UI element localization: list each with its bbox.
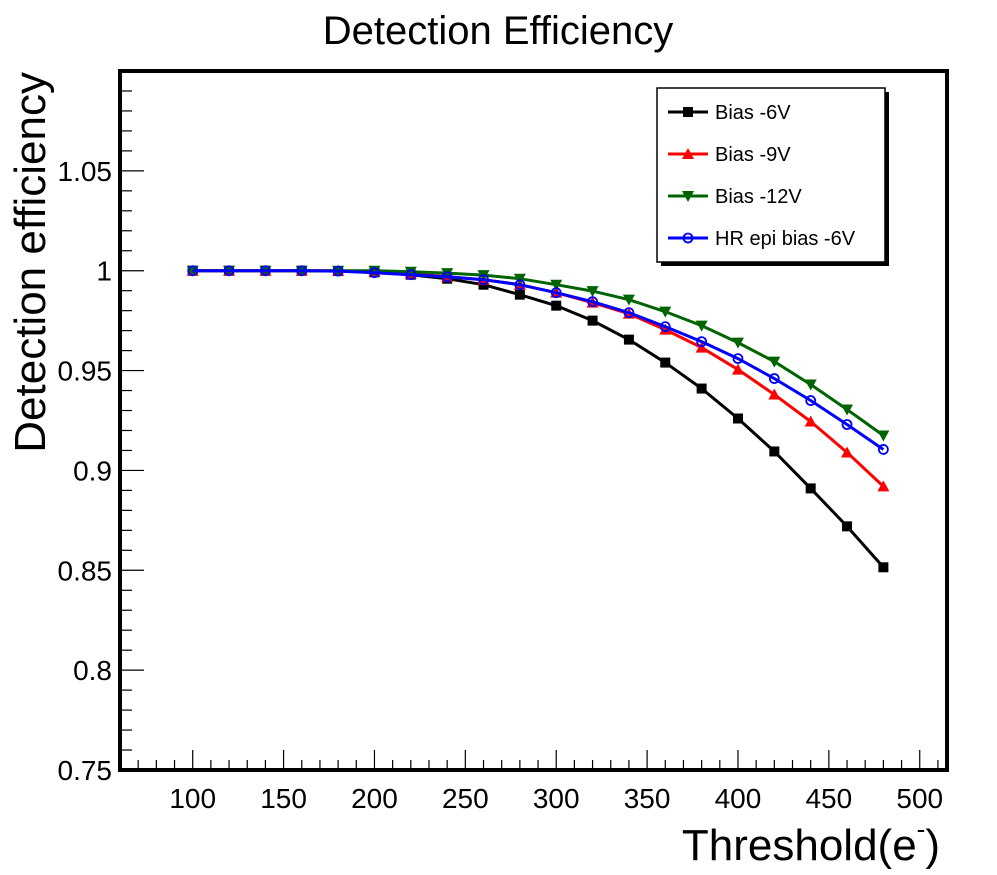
- x-tick-label: 300: [533, 783, 580, 814]
- series-line: [192, 269, 885, 437]
- series-line: [192, 269, 885, 569]
- x-tick-label: 250: [442, 783, 489, 814]
- data-point: [804, 379, 817, 391]
- data-point: [805, 395, 817, 406]
- y-tick-label: 0.8: [73, 655, 112, 686]
- y-axis: 0.75 0.8 0.85 0.9 0.95 1 1.05: [58, 70, 144, 786]
- data-point: [514, 279, 526, 291]
- data-point: [769, 446, 780, 457]
- data-point: [768, 356, 781, 368]
- x-tick-label: 350: [624, 783, 671, 814]
- x-axis: 100 150 200 250 300 350 400 450 500: [119, 750, 943, 814]
- legend-marker: [683, 107, 693, 117]
- x-axis-label-close: ): [925, 821, 940, 870]
- x-tick-label: 450: [805, 783, 852, 814]
- legend: Bias -6V Bias -9V Bias -12V HR epi bias -6V: [656, 87, 889, 266]
- legend-marker: [682, 191, 694, 202]
- data-point: [623, 307, 635, 319]
- data-point: [732, 413, 743, 424]
- data-point: [587, 296, 598, 308]
- legend-label: Bias -6V: [715, 102, 791, 124]
- data-point: [695, 320, 708, 332]
- data-point: [659, 321, 671, 333]
- data-point: [732, 353, 744, 364]
- data-point: [478, 274, 489, 286]
- data-point: [841, 404, 854, 416]
- data-point: [587, 315, 598, 326]
- data-point: [586, 286, 599, 298]
- data-point: [804, 415, 817, 427]
- data-point: [696, 336, 708, 348]
- data-point: [841, 446, 854, 458]
- data-point: [841, 419, 853, 430]
- y-tick-label: 1.05: [58, 156, 113, 187]
- data-point: [405, 269, 417, 281]
- legend-label: HR epi bias -6V: [715, 228, 856, 250]
- y-tick-label: 0.95: [58, 356, 113, 387]
- data-point: [513, 273, 526, 285]
- data-point: [441, 268, 454, 280]
- x-tick-label: 200: [351, 783, 398, 814]
- x-tick-label: 150: [260, 783, 307, 814]
- series-layer: [186, 264, 890, 573]
- data-point: [260, 265, 271, 277]
- data-point: [550, 287, 562, 299]
- legend-marker: [682, 232, 694, 244]
- legend-label: Bias -9V: [715, 144, 791, 166]
- data-point: [332, 265, 344, 277]
- legend-marker: [682, 148, 694, 159]
- data-point: [731, 363, 744, 375]
- data-point: [878, 562, 889, 573]
- y-tick-label: 0.85: [58, 555, 113, 586]
- y-tick-label: 0.75: [58, 755, 113, 786]
- data-point: [696, 383, 707, 394]
- data-point: [550, 279, 563, 291]
- x-axis-label-superscript: -: [917, 814, 926, 844]
- data-point: [187, 265, 199, 277]
- x-axis-label: Threshold(e-): [682, 814, 940, 870]
- data-point: [369, 267, 380, 279]
- data-point: [514, 289, 525, 300]
- data-point: [768, 388, 781, 400]
- y-tick-label: 1: [96, 256, 112, 287]
- data-point: [659, 323, 672, 335]
- y-tick-label: 0.9: [73, 455, 112, 486]
- legend-box: [656, 87, 886, 263]
- data-point: [623, 334, 634, 345]
- data-point: [660, 357, 671, 368]
- data-point: [877, 480, 890, 492]
- data-point: [877, 444, 889, 455]
- data-point: [551, 300, 562, 311]
- data-point: [659, 306, 672, 318]
- data-point: [296, 265, 308, 277]
- x-tick-label: 100: [169, 783, 216, 814]
- data-point: [842, 521, 853, 532]
- legend-label: Bias -12V: [715, 186, 802, 208]
- data-point: [695, 341, 708, 353]
- series-line: [192, 269, 885, 451]
- data-point: [768, 373, 780, 384]
- data-point: [731, 337, 744, 349]
- series-3: [187, 265, 889, 455]
- y-axis-label: Detection efficiency: [6, 72, 55, 453]
- data-point: [404, 266, 417, 278]
- series-0: [187, 265, 889, 573]
- x-tick-label: 500: [896, 783, 943, 814]
- x-tick-label: 400: [715, 783, 762, 814]
- chart-title: Detection Efficiency: [323, 9, 674, 53]
- data-point: [223, 265, 235, 277]
- data-point: [622, 294, 635, 306]
- series-line: [192, 269, 885, 488]
- data-point: [441, 271, 453, 283]
- series-2: [186, 265, 890, 442]
- data-point: [805, 483, 816, 494]
- data-point: [877, 430, 890, 442]
- plot-frame: [118, 69, 949, 772]
- x-axis-label-main: Threshold(e: [682, 821, 917, 870]
